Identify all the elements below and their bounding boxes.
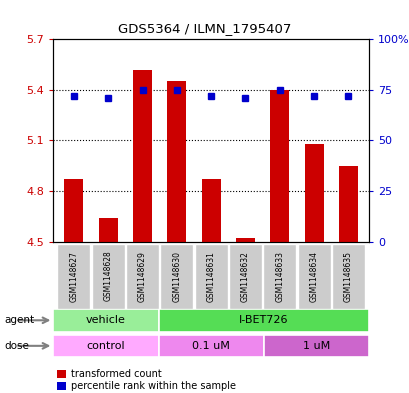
Bar bbox=[229, 244, 261, 309]
Bar bbox=[57, 244, 90, 309]
Text: dose: dose bbox=[4, 341, 29, 351]
Text: vehicle: vehicle bbox=[86, 315, 126, 325]
Text: I-BET726: I-BET726 bbox=[238, 315, 288, 325]
Bar bbox=[158, 334, 263, 357]
Text: GSM1148631: GSM1148631 bbox=[206, 251, 215, 301]
Text: GSM1148629: GSM1148629 bbox=[138, 251, 147, 301]
Bar bbox=[158, 309, 368, 332]
Bar bbox=[167, 81, 186, 242]
Bar bbox=[263, 334, 368, 357]
Text: transformed count: transformed count bbox=[70, 369, 161, 379]
Bar bbox=[236, 238, 254, 242]
Bar bbox=[53, 334, 158, 357]
Text: GSM1148632: GSM1148632 bbox=[240, 251, 249, 301]
Text: 1 uM: 1 uM bbox=[302, 341, 329, 351]
Text: control: control bbox=[86, 341, 125, 351]
Bar bbox=[304, 144, 323, 242]
Text: percentile rank within the sample: percentile rank within the sample bbox=[70, 381, 235, 391]
Bar bbox=[331, 244, 364, 309]
Text: GDS5364 / ILMN_1795407: GDS5364 / ILMN_1795407 bbox=[118, 22, 291, 35]
Bar bbox=[194, 244, 227, 309]
Bar bbox=[64, 179, 83, 242]
Bar bbox=[160, 244, 193, 309]
Bar bbox=[126, 244, 159, 309]
Bar bbox=[263, 244, 296, 309]
Bar bbox=[92, 244, 124, 309]
Bar bbox=[201, 179, 220, 242]
Bar bbox=[133, 70, 152, 242]
Text: GSM1148633: GSM1148633 bbox=[274, 251, 283, 301]
Text: 0.1 uM: 0.1 uM bbox=[192, 341, 229, 351]
Text: GSM1148635: GSM1148635 bbox=[343, 251, 352, 301]
Bar bbox=[338, 166, 357, 242]
Text: GSM1148627: GSM1148627 bbox=[69, 251, 78, 301]
Bar bbox=[270, 90, 288, 242]
Bar bbox=[53, 309, 158, 332]
Text: GSM1148628: GSM1148628 bbox=[103, 251, 112, 301]
Text: agent: agent bbox=[4, 315, 34, 325]
Bar bbox=[99, 218, 117, 242]
Text: GSM1148630: GSM1148630 bbox=[172, 251, 181, 301]
Text: GSM1148634: GSM1148634 bbox=[309, 251, 318, 301]
Bar bbox=[297, 244, 330, 309]
